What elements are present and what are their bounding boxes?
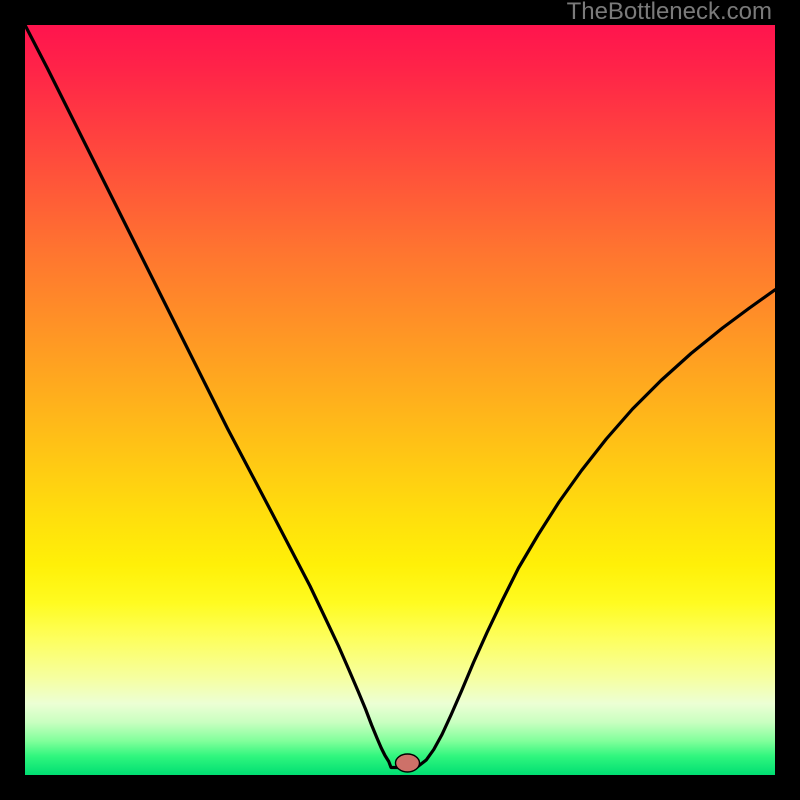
plot-area: [25, 25, 775, 775]
chart-curve: [25, 25, 775, 775]
minimum-marker: [396, 754, 420, 772]
watermark-text: TheBottleneck.com: [567, 0, 772, 24]
chart-frame: TheBottleneck.com: [0, 0, 800, 800]
